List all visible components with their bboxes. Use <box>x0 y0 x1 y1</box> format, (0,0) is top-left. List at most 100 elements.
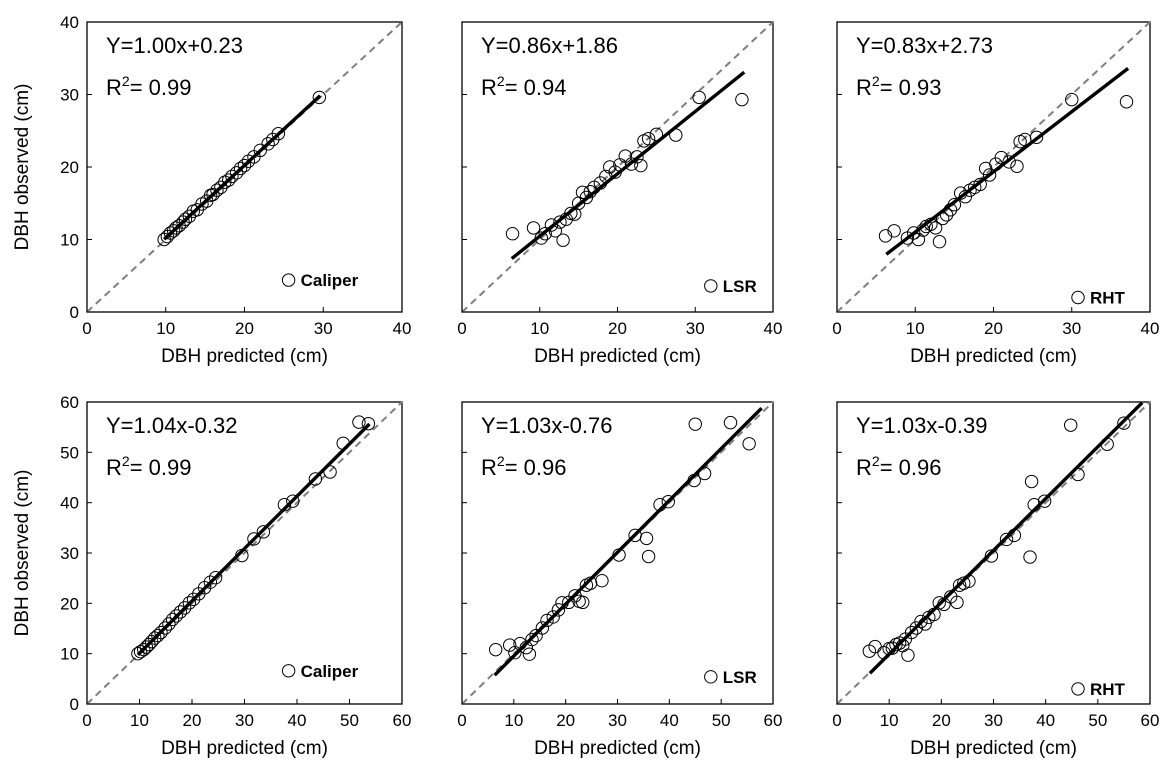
data-point <box>909 621 923 635</box>
regression-equation: Y=0.86x+1.86 <box>481 33 618 58</box>
data-point <box>885 641 899 655</box>
x-tick-label: 60 <box>764 711 783 730</box>
x-tick-label: 60 <box>393 711 412 730</box>
r-squared-label: R2= 0.99 <box>106 453 191 480</box>
regression-equation: Y=0.83x+2.73 <box>856 33 993 58</box>
x-tick-label: 40 <box>660 711 679 730</box>
data-point <box>950 595 964 610</box>
data-point <box>551 603 566 617</box>
data-point <box>723 415 738 430</box>
x-tick-label: 10 <box>530 319 549 338</box>
data-point <box>1037 494 1052 508</box>
x-tick-label: 20 <box>183 711 202 730</box>
y-tick-label: 20 <box>60 594 79 613</box>
data-point <box>911 232 926 247</box>
x-tick-label: 20 <box>984 319 1003 338</box>
x-tick-label: 40 <box>393 319 412 338</box>
data-point <box>261 137 275 151</box>
data-point <box>575 185 590 200</box>
data-point <box>247 532 261 546</box>
data-point <box>639 531 654 546</box>
x-tick-label: 40 <box>764 319 783 338</box>
data-point <box>878 229 893 243</box>
x-axis-label: DBH predicted (cm) <box>161 346 328 367</box>
x-axis-label: DBH predicted (cm) <box>910 738 1077 759</box>
x-tick-label: 40 <box>1036 711 1055 730</box>
data-point <box>177 601 192 615</box>
regression-equation: Y=1.04x-0.32 <box>106 413 237 438</box>
legend-marker <box>1071 682 1085 696</box>
data-point <box>641 549 656 564</box>
data-point <box>1024 474 1039 489</box>
data-point <box>595 573 609 588</box>
data-point <box>661 494 675 509</box>
r-squared-value: = 0.94 <box>505 75 567 100</box>
x-tick-label: 30 <box>314 319 333 338</box>
data-point <box>692 90 706 105</box>
regression-equation: Y=1.00x+0.23 <box>106 33 243 58</box>
r-squared-value: = 0.96 <box>880 455 942 480</box>
y-tick-label: 60 <box>60 393 79 412</box>
data-point <box>502 638 517 652</box>
data-point <box>553 215 567 229</box>
data-point <box>182 209 197 224</box>
x-axis-label: DBH predicted (cm) <box>534 346 701 367</box>
one-to-one-line <box>461 21 774 313</box>
data-point <box>203 575 218 589</box>
data-point <box>1029 130 1044 144</box>
data-point <box>312 90 327 105</box>
x-tick-label: 0 <box>832 319 841 338</box>
regression-line <box>163 94 322 241</box>
data-point <box>158 621 172 635</box>
one-to-one-line <box>836 21 1151 313</box>
data-point <box>564 206 578 221</box>
regression-equation: Y=1.03x-0.39 <box>856 413 987 438</box>
data-point <box>361 416 376 431</box>
y-tick-label: 0 <box>70 695 79 714</box>
x-tick-label: 40 <box>1141 319 1160 338</box>
data-point <box>256 525 271 539</box>
data-point <box>165 612 180 627</box>
data-point <box>522 647 537 661</box>
data-point <box>887 224 901 238</box>
legend-marker <box>281 664 296 678</box>
x-tick-label: 20 <box>608 319 627 338</box>
data-point <box>641 132 656 146</box>
x-tick-label: 0 <box>457 711 466 730</box>
data-point <box>538 227 552 241</box>
legend-label: LSR <box>723 277 757 296</box>
data-point <box>742 437 756 451</box>
regression-line <box>136 422 371 657</box>
data-point <box>139 640 154 654</box>
regression-line <box>510 70 746 260</box>
x-axis-label: DBH predicted (cm) <box>910 346 1077 367</box>
data-point <box>735 92 749 107</box>
legend-label: LSR <box>723 668 757 687</box>
r-squared-label: R2= 0.93 <box>856 73 941 100</box>
data-point <box>973 177 987 192</box>
y-tick-label: 40 <box>60 13 79 32</box>
data-point <box>154 625 168 640</box>
data-point <box>222 173 236 187</box>
legend-label: RHT <box>1090 289 1126 308</box>
r-squared-superscript: 2 <box>872 453 880 469</box>
y-tick-label: 20 <box>60 158 79 177</box>
r-squared-symbol: R <box>481 75 497 100</box>
r-squared-superscript: 2 <box>497 453 505 469</box>
data-point <box>214 180 228 195</box>
data-point <box>178 212 193 226</box>
data-point <box>984 549 999 563</box>
regression-equation: Y=1.03x-0.76 <box>481 413 612 438</box>
r-squared-value: = 0.96 <box>505 455 567 480</box>
panel-row1-col2: 0 10 20 30 40 DBH predicted (cm) Y=0.86x+1.86 R… <box>457 21 783 367</box>
data-point <box>526 221 541 235</box>
data-point <box>505 227 520 241</box>
data-point <box>525 632 539 647</box>
y-tick-label: 40 <box>60 494 79 513</box>
legend-marker <box>704 670 718 684</box>
data-point <box>253 143 267 158</box>
regression-line <box>493 406 763 677</box>
x-tick-label: 20 <box>556 711 575 730</box>
y-tick-label: 0 <box>70 303 79 322</box>
legend-label: Caliper <box>301 662 359 681</box>
